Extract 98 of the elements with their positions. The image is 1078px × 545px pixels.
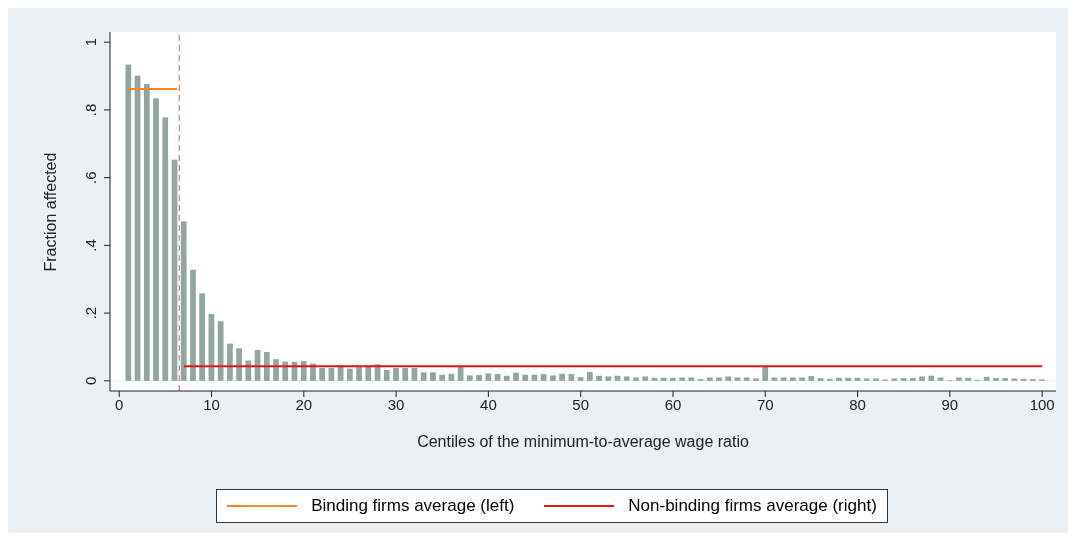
bar bbox=[891, 378, 898, 381]
bar bbox=[300, 361, 307, 381]
bar bbox=[439, 374, 446, 381]
legend-label: Non-binding firms average (right) bbox=[628, 496, 877, 516]
legend-label: Binding firms average (left) bbox=[311, 496, 515, 516]
bar bbox=[909, 378, 916, 381]
bar bbox=[559, 373, 565, 381]
bar bbox=[596, 375, 602, 381]
bar bbox=[743, 377, 750, 381]
bar bbox=[568, 374, 575, 381]
bar bbox=[503, 375, 510, 381]
y-tick-label: .2 bbox=[82, 306, 99, 320]
bar bbox=[900, 378, 907, 381]
y-tick-label: 1 bbox=[82, 37, 99, 47]
x-tick-label: 0 bbox=[115, 395, 124, 413]
bar bbox=[586, 372, 593, 381]
bar bbox=[282, 361, 289, 381]
y-tick-label: .4 bbox=[82, 239, 99, 252]
bar bbox=[153, 98, 159, 381]
bar bbox=[799, 377, 805, 381]
bar bbox=[365, 365, 372, 381]
bar bbox=[780, 377, 787, 381]
bar bbox=[845, 377, 852, 381]
x-tick-label: 50 bbox=[572, 395, 590, 413]
bar bbox=[199, 293, 206, 381]
bar bbox=[356, 365, 362, 381]
bar bbox=[540, 374, 547, 381]
bar bbox=[217, 321, 224, 381]
x-tick-label: 60 bbox=[664, 395, 682, 413]
bar bbox=[143, 84, 150, 381]
x-tick-label: 10 bbox=[203, 395, 220, 413]
bar bbox=[227, 343, 233, 381]
bar bbox=[762, 365, 769, 381]
bar bbox=[513, 372, 519, 381]
bar bbox=[180, 221, 187, 381]
bar bbox=[245, 360, 252, 381]
bar bbox=[817, 378, 824, 381]
bar bbox=[623, 376, 630, 381]
bar bbox=[633, 377, 639, 381]
bar bbox=[393, 367, 399, 381]
x-tick-label: 100 bbox=[1029, 395, 1055, 413]
bar bbox=[273, 359, 279, 381]
bar bbox=[430, 372, 436, 381]
bar bbox=[383, 370, 390, 381]
y-tick-label: .8 bbox=[82, 103, 99, 117]
bar bbox=[1002, 378, 1008, 381]
bar bbox=[660, 377, 667, 381]
bar bbox=[873, 378, 879, 381]
bar bbox=[605, 376, 612, 381]
bar bbox=[937, 377, 944, 381]
bar bbox=[688, 377, 695, 381]
bar bbox=[725, 376, 732, 381]
x-tick-label: 90 bbox=[941, 395, 959, 413]
bar bbox=[706, 377, 713, 381]
bar bbox=[771, 377, 778, 381]
x-tick-label: 70 bbox=[756, 395, 774, 413]
bar bbox=[494, 374, 501, 381]
bar bbox=[577, 377, 584, 381]
bar bbox=[993, 378, 999, 381]
bar bbox=[476, 375, 482, 381]
bar bbox=[1011, 378, 1018, 381]
bar bbox=[466, 375, 473, 381]
bar bbox=[965, 377, 972, 381]
bar bbox=[125, 64, 132, 381]
bar bbox=[522, 374, 529, 381]
bar bbox=[836, 377, 842, 381]
x-tick-label: 20 bbox=[295, 395, 313, 413]
bar bbox=[346, 368, 353, 381]
bar bbox=[753, 378, 759, 381]
bar bbox=[919, 376, 925, 381]
bar bbox=[679, 377, 685, 381]
x-tick-label: 30 bbox=[387, 395, 405, 413]
bar bbox=[402, 367, 409, 381]
y-tick-label: 0 bbox=[82, 376, 99, 386]
bar bbox=[826, 378, 833, 381]
bar bbox=[485, 373, 492, 381]
bar bbox=[734, 377, 741, 381]
bar bbox=[790, 377, 796, 381]
bar bbox=[420, 372, 427, 381]
bar bbox=[319, 367, 326, 381]
bar bbox=[162, 117, 169, 381]
y-tick-label: .6 bbox=[82, 171, 99, 184]
bar bbox=[190, 269, 196, 381]
bar bbox=[263, 352, 270, 381]
bar bbox=[863, 378, 870, 381]
y-axis-title: Fraction affected bbox=[41, 152, 59, 272]
bar bbox=[956, 377, 962, 381]
bar bbox=[550, 375, 556, 381]
bar bbox=[808, 376, 815, 381]
bar bbox=[642, 376, 649, 381]
bar bbox=[716, 377, 722, 381]
x-axis-title: Centiles of the minimum-to-average wage ratio bbox=[417, 433, 749, 450]
bar bbox=[670, 377, 676, 381]
x-tick-label: 80 bbox=[849, 395, 866, 413]
bar bbox=[236, 348, 242, 381]
bar bbox=[983, 376, 990, 381]
x-tick-label: 40 bbox=[480, 395, 497, 413]
bar bbox=[928, 375, 935, 381]
